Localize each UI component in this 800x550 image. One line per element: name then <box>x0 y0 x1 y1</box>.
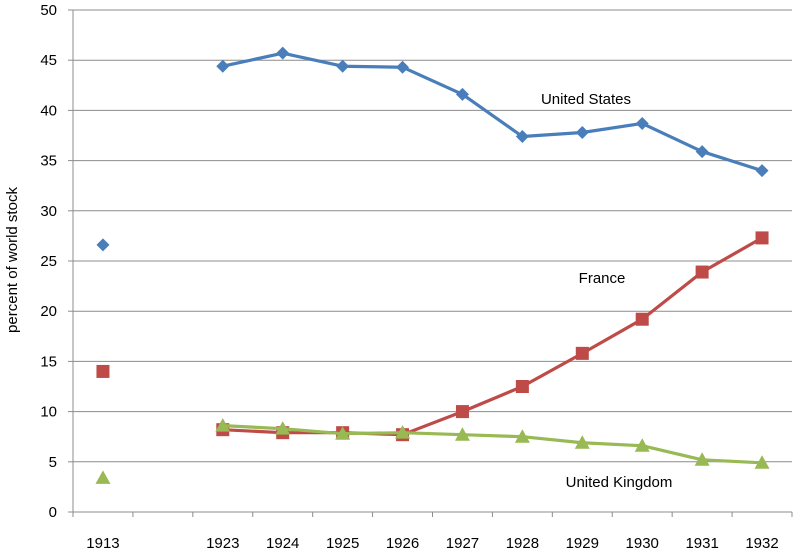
data-point-marker <box>395 425 411 439</box>
data-point-marker <box>216 59 230 73</box>
data-point-marker <box>455 87 469 101</box>
series-france <box>96 231 769 442</box>
data-point-marker <box>575 346 589 360</box>
x-tick-label: 1931 <box>685 535 718 550</box>
data-point-marker <box>754 455 770 469</box>
data-point-marker <box>514 429 530 443</box>
x-tick-label: 1923 <box>206 535 239 550</box>
data-point-marker <box>335 426 351 440</box>
y-axis-ticks: 0 5 10 15 20 25 30 35 40 45 50 <box>40 2 73 521</box>
data-point-marker <box>634 438 650 452</box>
data-point-marker <box>695 145 709 159</box>
data-point-marker <box>455 405 469 419</box>
y-tick-label: 20 <box>40 303 57 320</box>
data-point-marker <box>635 312 649 326</box>
data-point-marker <box>574 435 590 449</box>
series-label: United States <box>541 91 631 108</box>
x-tick-label: 1929 <box>566 535 599 550</box>
y-tick-label: 5 <box>49 454 57 471</box>
y-tick-label: 15 <box>40 353 57 370</box>
data-point-marker <box>635 116 649 130</box>
data-point-marker <box>454 427 470 441</box>
y-tick-label: 45 <box>40 52 57 69</box>
x-tick-label: 1925 <box>326 535 359 550</box>
data-point-marker <box>96 364 110 378</box>
y-tick-label: 50 <box>40 2 57 19</box>
x-tick-label: 1930 <box>626 535 659 550</box>
y-tick-label: 40 <box>40 102 57 119</box>
data-point-marker <box>755 164 769 178</box>
data-point-marker <box>96 238 110 252</box>
data-point-marker <box>695 265 709 279</box>
series-line <box>222 51 763 173</box>
series-label: United Kingdom <box>566 474 673 491</box>
x-tick-label: 1928 <box>506 535 539 550</box>
y-tick-label: 25 <box>40 253 57 270</box>
data-point-marker <box>515 130 529 144</box>
x-axis-ticks: 1913 1923 1924 1925 1926 1927 1928 1929 1930 1931… <box>72 512 793 550</box>
x-tick-label: 1924 <box>266 535 299 550</box>
series-labels: United States France United Kingdom <box>541 91 672 491</box>
data-point-marker <box>95 470 111 484</box>
x-tick-label: 1926 <box>386 535 419 550</box>
y-axis-title: percent of world stock <box>4 187 21 333</box>
data-point-marker <box>755 231 769 245</box>
data-point-marker <box>396 60 410 74</box>
series-line <box>222 236 763 437</box>
x-tick-label: 1932 <box>745 535 778 550</box>
data-point-marker <box>215 418 231 432</box>
series-united-states <box>96 46 769 252</box>
x-tick-label: 1913 <box>86 535 119 550</box>
data-point-marker <box>694 452 710 466</box>
series-label: France <box>579 270 626 287</box>
y-tick-label: 35 <box>40 153 57 170</box>
series-line <box>222 424 763 465</box>
y-tick-label: 0 <box>49 504 57 521</box>
x-tick-label: 1927 <box>446 535 479 550</box>
gridlines <box>73 9 792 463</box>
series-layer <box>95 46 770 484</box>
y-tick-label: 30 <box>40 203 57 220</box>
data-point-marker <box>515 380 529 393</box>
series-united-kingdom <box>95 418 770 484</box>
y-tick-label: 10 <box>40 404 57 421</box>
data-point-marker <box>336 59 350 73</box>
data-point-marker <box>575 125 589 139</box>
data-point-marker <box>276 46 290 60</box>
data-point-marker <box>275 421 291 435</box>
